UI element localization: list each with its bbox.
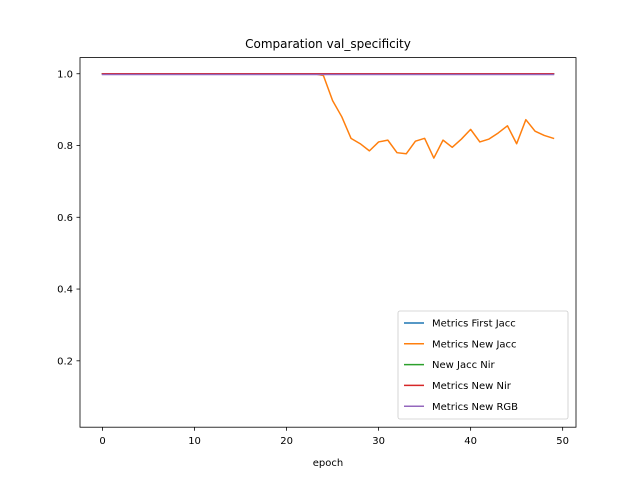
x-tick-label: 50 [556, 436, 569, 447]
legend-label: Metrics New Nir [432, 381, 512, 392]
y-tick-label: 1.0 [57, 69, 73, 80]
x-tick-label: 0 [99, 436, 105, 447]
series-lines [101, 73, 555, 159]
x-tick-label: 40 [464, 436, 477, 447]
plot-frame [79, 57, 577, 428]
y-tick-label: 0.2 [57, 356, 73, 367]
y-tick-label: 0.6 [57, 213, 73, 224]
x-axis-label: epoch [313, 458, 343, 469]
legend-label: Metrics First Jacc [432, 319, 516, 330]
y-tick-label: 0.8 [57, 141, 73, 152]
y-axis-ticks: 0.2 0.4 0.6 0.8 1.0 [57, 69, 80, 367]
x-tick-label: 20 [280, 436, 293, 447]
legend-box [397, 310, 569, 420]
chart-title: Comparation val_specificity [245, 37, 411, 51]
y-tick-label: 0.4 [57, 285, 73, 296]
legend-label: Metrics New RGB [432, 402, 518, 413]
x-tick-label: 30 [372, 436, 385, 447]
legend-label: Metrics New Jacc [432, 339, 517, 350]
x-axis-ticks: 0 10 20 30 40 50 [99, 427, 569, 447]
legend-label: New Jacc Nir [432, 360, 496, 371]
x-tick-label: 10 [188, 436, 201, 447]
legend: Metrics First Jacc Metrics New Jacc New Ja… [397, 310, 569, 420]
